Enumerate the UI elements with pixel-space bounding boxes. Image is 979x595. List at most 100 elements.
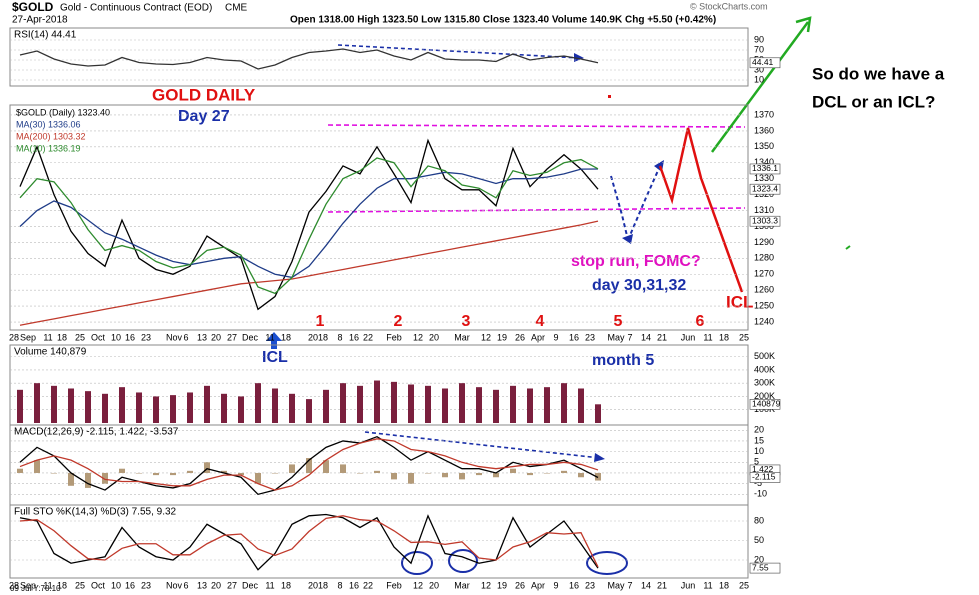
series-line xyxy=(19,138,599,311)
bar xyxy=(425,385,431,423)
x-tick-label: 16 xyxy=(125,332,135,342)
series-line xyxy=(19,435,599,496)
x-tick-label: 28 xyxy=(9,580,19,590)
legend-entry: MA(30) 1336.06 xyxy=(16,119,81,129)
x-tick-label: 6 xyxy=(183,580,188,590)
x-tick-label: 21 xyxy=(657,332,667,342)
y-tick-label: -10 xyxy=(754,489,767,499)
projection xyxy=(627,165,661,241)
y-tick-label: 400K xyxy=(754,364,775,374)
bar xyxy=(187,470,193,473)
x-tick-label: 25 xyxy=(739,580,749,590)
x-tick-label: 25 xyxy=(75,332,85,342)
bar xyxy=(306,399,312,423)
bar xyxy=(459,383,465,423)
annotation: GOLD DAILY xyxy=(152,85,256,104)
annotation: ICL xyxy=(262,349,288,366)
annotation: month 5 xyxy=(592,352,654,369)
y-tick-label: 300K xyxy=(754,378,775,388)
cycle-label: 2 xyxy=(394,313,403,330)
x-tick-label: 27 xyxy=(227,332,237,342)
x-tick-label: 14 xyxy=(641,332,651,342)
bar xyxy=(51,385,57,423)
y-tick-label: 200K xyxy=(754,391,775,401)
bar xyxy=(459,472,465,480)
y-tick-label: 1250 xyxy=(754,300,774,310)
projection xyxy=(710,21,810,153)
bar xyxy=(442,472,448,478)
x-tick-label: 16 xyxy=(349,332,359,342)
cycle-label: 3 xyxy=(462,313,471,330)
corner-info: 09 Jul Y:70.10 xyxy=(10,584,61,593)
x-tick-label: 11 xyxy=(43,580,52,590)
x-tick-label: 19 xyxy=(497,580,507,590)
end-label-box xyxy=(749,472,781,483)
x-tick-label: 26 xyxy=(515,332,525,342)
legend-entry: MA(10) 1336.19 xyxy=(16,143,81,153)
x-tick-label: 10 xyxy=(111,332,121,342)
y-tick-label: 90 xyxy=(754,34,764,44)
bar xyxy=(187,392,193,423)
quote: Open 1318.00 High 1323.50 Low 1315.80 Cl… xyxy=(290,15,716,26)
bar xyxy=(510,468,516,473)
bar xyxy=(153,472,159,476)
x-tick-label: 22 xyxy=(363,332,373,342)
date: 27-Apr-2018 xyxy=(12,15,68,26)
x-tick-label: 6 xyxy=(183,332,188,342)
x-tick-label: 11 xyxy=(703,332,712,342)
cycle-label: 4 xyxy=(536,313,545,330)
y-tick-label: 1370 xyxy=(754,109,774,119)
x-tick-label: Dec xyxy=(242,580,259,590)
x-tick-label: 18 xyxy=(719,332,729,342)
series-line xyxy=(19,157,599,295)
question: DCL or an ICL? xyxy=(812,92,935,111)
bar xyxy=(510,385,516,423)
bar xyxy=(34,383,40,423)
panel-frame xyxy=(9,104,749,331)
bar xyxy=(289,393,295,423)
x-tick-label: Dec xyxy=(242,332,259,342)
end-label-box xyxy=(749,399,781,410)
trend-line xyxy=(327,124,746,128)
x-tick-label: 16 xyxy=(125,580,135,590)
bar xyxy=(85,472,91,488)
end-label-box xyxy=(749,57,781,69)
bar xyxy=(204,462,210,473)
bar xyxy=(391,472,397,480)
x-tick-label: 13 xyxy=(197,332,207,342)
bar xyxy=(170,395,176,423)
end-label: 44.41 xyxy=(752,57,774,67)
x-tick-label: 14 xyxy=(641,580,651,590)
panel-frame xyxy=(9,27,749,87)
bar xyxy=(374,470,380,473)
x-tick-label: 25 xyxy=(75,580,85,590)
x-tick-label: 9 xyxy=(553,580,558,590)
bar xyxy=(272,388,278,423)
panel-title: Full STO %K(14,3) %D(3) 7.55, 9.32 xyxy=(14,507,177,518)
y-tick-label: 15 xyxy=(754,435,764,445)
bar xyxy=(17,389,23,423)
bar xyxy=(136,392,142,423)
bar xyxy=(595,404,601,423)
highlight xyxy=(401,551,433,575)
x-tick-label: Mar xyxy=(454,580,470,590)
highlight xyxy=(448,549,478,573)
bar xyxy=(51,472,57,474)
header: $GOLD Gold - Continuous Contract (EOD) C… xyxy=(10,0,768,593)
description: Gold - Continuous Contract (EOD) xyxy=(60,3,212,14)
x-tick-label: 18 xyxy=(719,580,729,590)
bar xyxy=(544,472,550,474)
x-tick-label: 23 xyxy=(141,580,151,590)
bar xyxy=(544,387,550,423)
bar xyxy=(476,387,482,423)
y-tick-label: 1280 xyxy=(754,253,774,263)
bar xyxy=(323,389,329,423)
end-label: 1323.4 xyxy=(752,183,778,193)
bar xyxy=(408,472,414,484)
x-tick-label: 23 xyxy=(585,580,595,590)
bar xyxy=(561,470,567,473)
x-tick-label: Sep xyxy=(20,332,36,342)
bar xyxy=(425,472,431,474)
x-tick-label: 11 xyxy=(265,580,274,590)
annotation: ICL xyxy=(726,292,753,311)
